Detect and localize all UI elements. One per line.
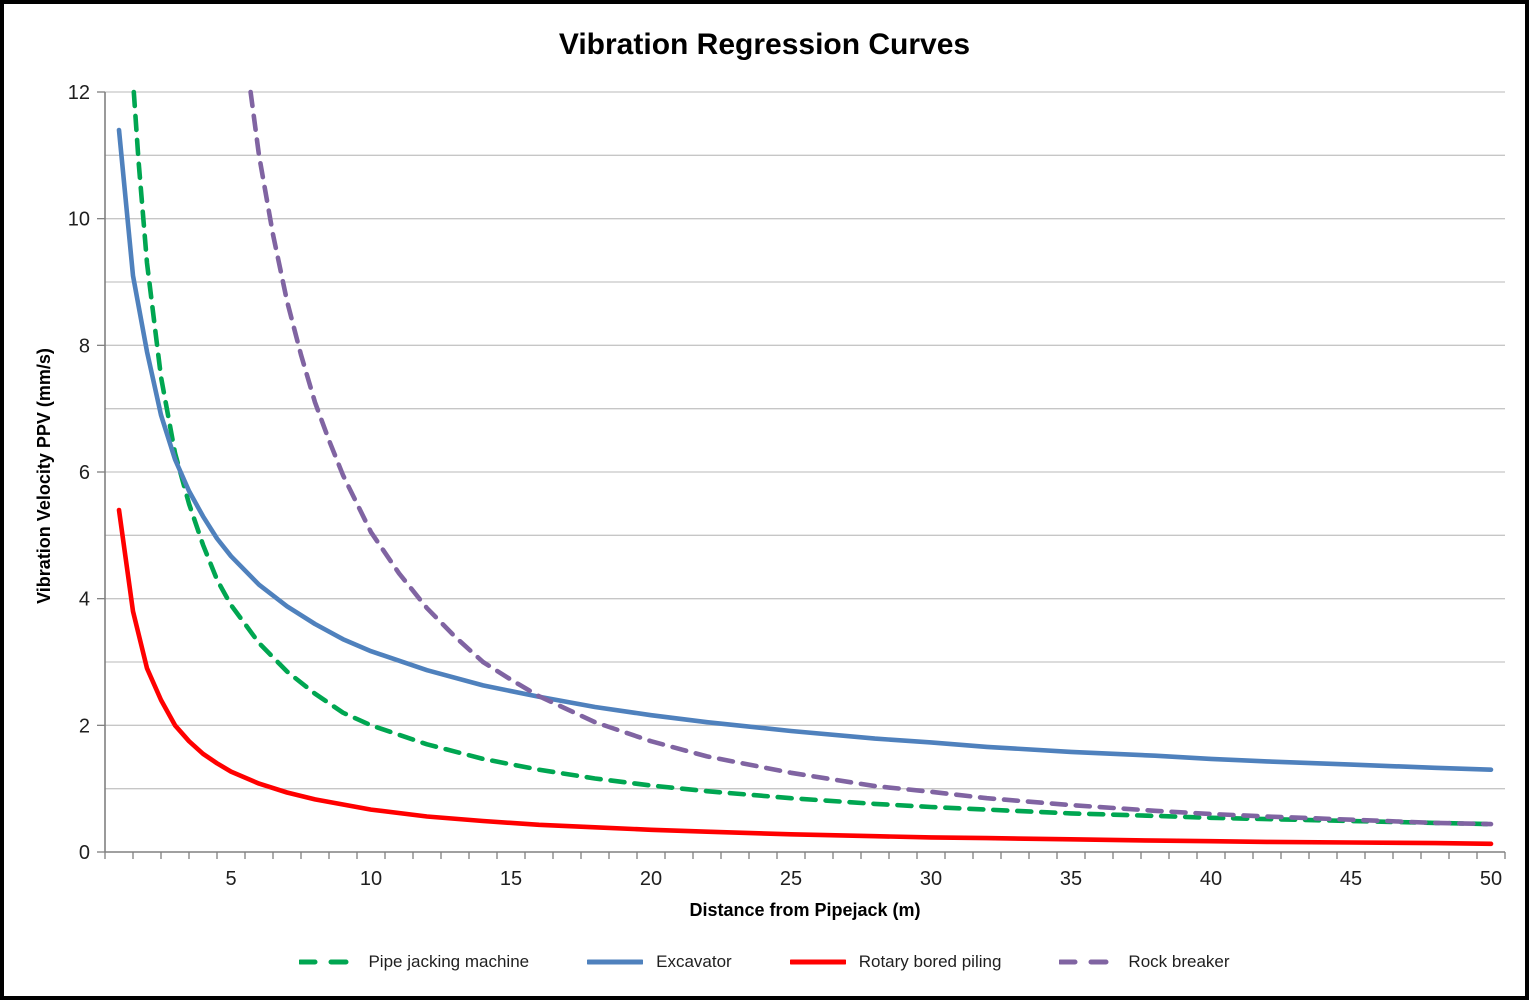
x-tick-label-25: 25 (780, 868, 802, 890)
x-tick-label-30: 30 (920, 868, 942, 890)
legend-label: Pipe jacking machine (368, 952, 530, 971)
x-tick-label-20: 20 (640, 868, 662, 890)
x-tick-label-40: 40 (1200, 868, 1222, 890)
y-tick-label-0: 0 (79, 842, 90, 864)
y-tick-label-10: 10 (68, 209, 90, 231)
legend-item-rotary-bored-piling: Rotary bored piling (789, 952, 1002, 972)
legend-label: Rock breaker (1128, 952, 1230, 971)
legend-label: Rotary bored piling (858, 952, 1002, 971)
legend-item-pipe-jacking-machine: Pipe jacking machine (299, 952, 529, 972)
legend-swatch-solid (789, 959, 846, 965)
x-tick-label-35: 35 (1060, 868, 1082, 890)
legend-swatch-solid (587, 959, 644, 965)
series-line-pipe-jacking-machine (131, 89, 1494, 827)
y-tick-label-4: 4 (79, 589, 90, 611)
x-axis-title: Distance from Pipejack (m) (689, 900, 921, 920)
y-tick-label-8: 8 (79, 335, 90, 357)
series-line-rock-breaker (248, 89, 1494, 827)
x-tick-label-5: 5 (225, 868, 236, 890)
legend: Pipe jacking machine Excavator Rotary bore… (4, 952, 1525, 972)
series-line-rotary-bored-piling (116, 507, 1494, 847)
y-tick-label-6: 6 (79, 462, 90, 484)
x-tick-label-10: 10 (360, 868, 382, 890)
x-tick-label-45: 45 (1340, 868, 1362, 890)
x-tick-label-15: 15 (500, 868, 522, 890)
legend-swatch-dashed (299, 959, 356, 965)
chart-title: Vibration Regression Curves (558, 28, 971, 61)
plot-area: 5 10 15 20 25 30 35 40 45 50 0 2 4 6 8 10 12 (68, 82, 1506, 890)
y-axis-title: Vibration Velocity PPV (mm/s) (34, 348, 54, 604)
legend-swatch-dashed (1059, 959, 1116, 965)
legend-item-rock-breaker: Rock breaker (1059, 952, 1230, 972)
legend-item-excavator: Excavator (587, 952, 732, 972)
y-tick-label-12: 12 (68, 82, 90, 104)
legend-label: Excavator (656, 952, 732, 971)
x-tick-label-50: 50 (1480, 868, 1502, 890)
series-line-excavator (116, 127, 1494, 773)
y-tick-label-2: 2 (79, 715, 90, 737)
